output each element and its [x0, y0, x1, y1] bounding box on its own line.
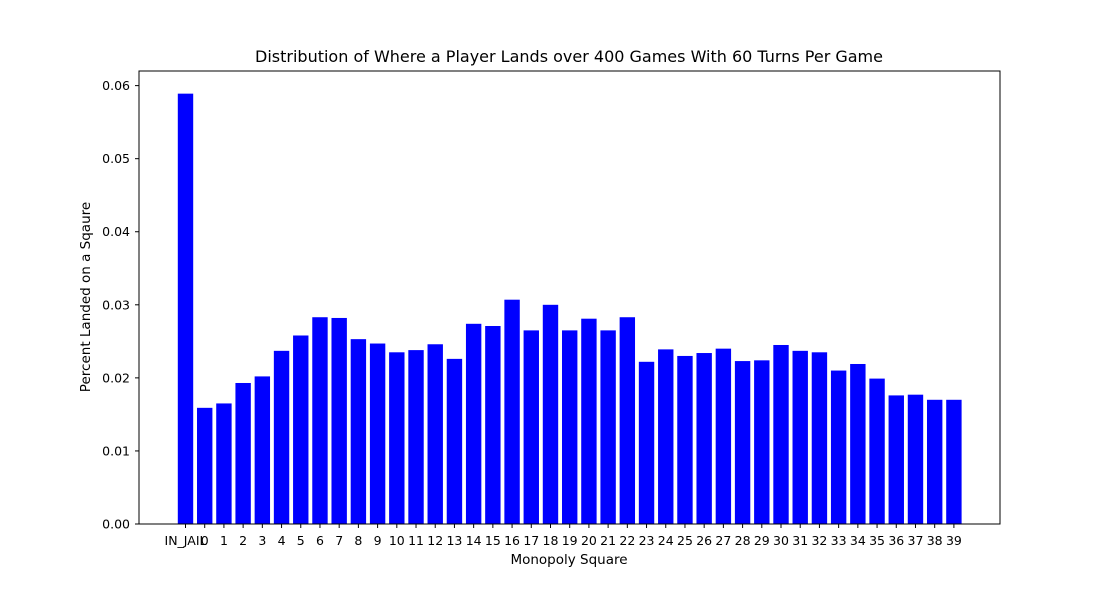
x-tick-label: 20 — [581, 533, 597, 548]
bar-14 — [465, 323, 482, 524]
x-tick-label: 14 — [466, 533, 482, 548]
bar-7 — [331, 317, 347, 524]
bar-30 — [773, 344, 789, 524]
x-tick-label: 16 — [504, 533, 520, 548]
x-tick-label: 33 — [831, 533, 847, 548]
bar-31 — [792, 350, 808, 524]
x-tick-label: IN_JAIL — [165, 533, 207, 548]
x-tick-label: 28 — [735, 533, 751, 548]
x-tick-label: 26 — [696, 533, 712, 548]
x-tick-label: 13 — [446, 533, 462, 548]
y-tick-label: 0.05 — [102, 151, 130, 166]
x-axis-label: Monopoly Square — [510, 552, 627, 568]
x-tick-label: 21 — [600, 533, 616, 548]
bar-35 — [869, 378, 885, 524]
x-tick-label: 1 — [220, 533, 228, 548]
bar-8 — [350, 339, 367, 524]
bar-28 — [734, 361, 751, 524]
x-tick-label: 19 — [562, 533, 578, 548]
bar-20 — [581, 318, 597, 524]
bar-15 — [485, 326, 501, 524]
bar-34 — [850, 363, 866, 524]
bar-21 — [600, 330, 616, 524]
y-tick-label: 0.03 — [102, 297, 130, 312]
x-tick-label: 36 — [888, 533, 904, 548]
bar-32 — [811, 352, 828, 524]
y-tick-label: 0.06 — [102, 78, 130, 93]
y-tick-label: 0.00 — [102, 517, 130, 532]
x-tick-label: 12 — [427, 533, 443, 548]
x-tick-label: 23 — [639, 533, 655, 548]
bar-26 — [696, 353, 712, 524]
y-tick-label: 0.01 — [102, 443, 130, 458]
x-tick-label: 7 — [335, 533, 343, 548]
x-tick-label: 15 — [485, 533, 501, 548]
bar-29 — [754, 360, 770, 524]
bar-17 — [523, 330, 539, 524]
x-tick-label: 31 — [792, 533, 808, 548]
bar-3 — [254, 376, 271, 524]
x-tick-label: 9 — [374, 533, 382, 548]
bar-39 — [946, 399, 962, 524]
x-tick-label: 35 — [869, 533, 885, 548]
bar-12 — [427, 344, 443, 524]
bars-group — [177, 93, 962, 525]
bar-16 — [504, 299, 520, 524]
x-tick-label: 27 — [715, 533, 731, 548]
x-tick-label: 37 — [908, 533, 924, 548]
x-tick-label: 0 — [201, 533, 209, 548]
bar-in-jail — [177, 93, 194, 525]
x-tick-label: 29 — [754, 533, 770, 548]
x-tick-label: 11 — [408, 533, 424, 548]
x-tick-label: 2 — [239, 533, 247, 548]
bar-38 — [926, 399, 943, 524]
bar-37 — [907, 394, 924, 524]
x-tick-label: 17 — [523, 533, 539, 548]
bar-1 — [216, 403, 232, 524]
bar-2 — [235, 382, 251, 524]
x-tick-label: 8 — [354, 533, 362, 548]
x-tick-label: 18 — [543, 533, 559, 548]
bar-33 — [830, 370, 847, 524]
x-tick-label: 30 — [773, 533, 789, 548]
y-tick-label: 0.02 — [102, 370, 130, 385]
bar-10 — [389, 352, 405, 524]
y-tick-label: 0.04 — [102, 224, 130, 239]
x-tick-label: 32 — [811, 533, 827, 548]
x-tick-label: 4 — [278, 533, 286, 548]
bar-4 — [273, 350, 290, 524]
y-axis-label: Percent Landed on a Sqaure — [78, 202, 94, 392]
x-tick-label: 25 — [677, 533, 693, 548]
bar-0 — [197, 407, 213, 524]
x-tick-label: 38 — [927, 533, 943, 548]
x-tick-label: 3 — [258, 533, 266, 548]
x-tick-label: 24 — [658, 533, 674, 548]
x-tick-label: 10 — [389, 533, 405, 548]
bar-13 — [446, 358, 463, 524]
bar-27 — [715, 348, 732, 524]
bar-22 — [619, 317, 636, 524]
bar-23 — [638, 361, 655, 524]
bar-9 — [369, 343, 386, 524]
x-tick-label: 39 — [946, 533, 962, 548]
x-tick-label: 5 — [297, 533, 305, 548]
x-tick-label: 34 — [850, 533, 866, 548]
bar-6 — [312, 317, 328, 524]
plot-frame — [138, 70, 1001, 525]
x-tick-label: 6 — [316, 533, 324, 548]
bar-19 — [562, 330, 578, 524]
bar-36 — [888, 395, 904, 524]
bar-24 — [658, 349, 674, 524]
y-axis: 0.00 0.01 0.02 0.03 0.04 0.05 0.06 — [102, 78, 139, 532]
x-tick-label: 22 — [619, 533, 635, 548]
bar-25 — [677, 355, 693, 524]
chart-title: Distribution of Where a Player Lands ove… — [255, 47, 883, 66]
bar-11 — [408, 350, 424, 524]
bar-18 — [542, 304, 559, 524]
bar-5 — [293, 335, 309, 524]
